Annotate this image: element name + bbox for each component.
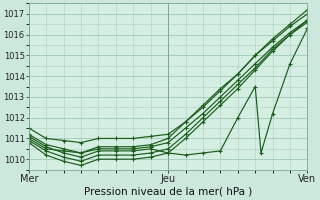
X-axis label: Pression niveau de la mer( hPa ): Pression niveau de la mer( hPa ) — [84, 187, 252, 197]
